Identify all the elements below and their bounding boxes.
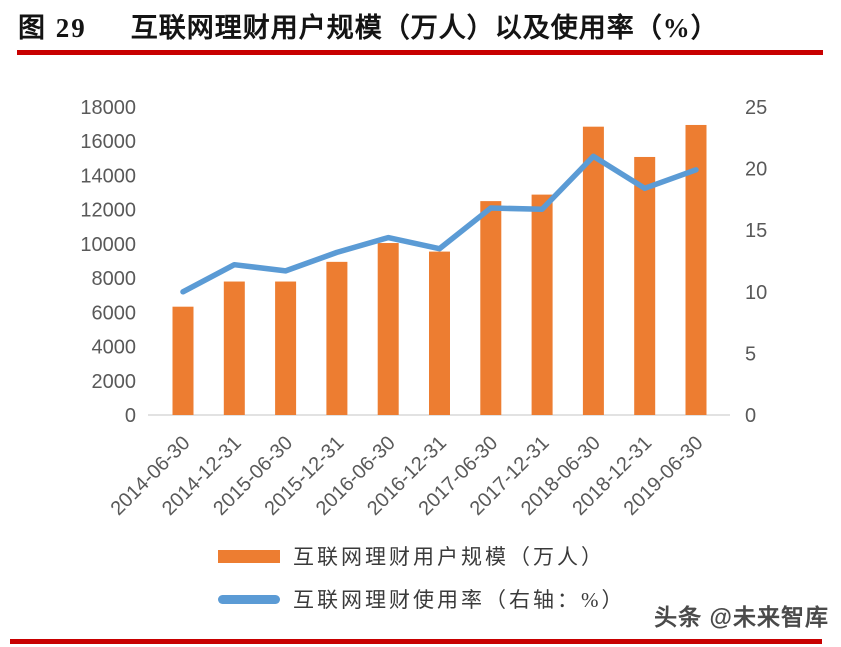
bar-2015-12-31 [326, 261, 348, 415]
bar-2014-06-30 [172, 306, 194, 415]
figure-number-label: 图 29 [18, 13, 87, 43]
right-axis-tick-5: 5 [745, 343, 756, 365]
left-axis-tick-10000: 10000 [80, 234, 136, 256]
bar-2016-06-30 [377, 243, 399, 415]
title-underline-rule [17, 50, 823, 55]
bar-series-swatch-icon [218, 549, 280, 563]
left-axis-tick-0: 0 [125, 405, 136, 427]
left-axis-tick-12000: 12000 [80, 200, 136, 222]
usage-rate-line [180, 153, 699, 295]
figure-header: 图 29 互联网理财用户规模（万人）以及使用率（%） [18, 6, 823, 45]
legend-label-usage-rate: 互联网理财使用率（右轴：%） [293, 588, 626, 612]
bottom-rule [10, 639, 822, 644]
bar-2017-06-30 [480, 201, 502, 415]
right-axis-tick-0: 0 [745, 405, 756, 427]
left-axis-tick-8000: 8000 [92, 268, 137, 290]
line-series-swatch-icon [218, 594, 280, 604]
chart-legend: 互联网理财用户规模（万人） 互联网理财使用率（右轴：%） [218, 541, 626, 614]
watermark: 头条 @未来智库 [654, 604, 829, 630]
legend-item-user-scale: 互联网理财用户规模（万人） [218, 541, 626, 571]
legend-item-usage-rate: 互联网理财使用率（右轴：%） [218, 584, 626, 614]
bar-2019-06-30 [685, 124, 707, 415]
left-axis-tick-6000: 6000 [92, 302, 137, 324]
bar-2015-06-30 [275, 281, 297, 415]
right-axis-tick-25: 25 [745, 97, 767, 119]
bar-2016-12-31 [429, 251, 450, 415]
legend-label-user-scale: 互联网理财用户规模（万人） [293, 545, 605, 569]
left-axis-tick-2000: 2000 [92, 371, 137, 393]
bar-2017-12-31 [531, 194, 553, 415]
right-axis-tick-15: 15 [745, 220, 767, 242]
bar-2018-12-31 [634, 156, 656, 415]
right-axis-tick-10: 10 [745, 282, 767, 304]
left-axis-tick-14000: 14000 [80, 165, 136, 187]
left-axis-tick-4000: 4000 [92, 337, 137, 359]
bar-2014-12-31 [223, 281, 245, 415]
figure-title: 互联网理财用户规模（万人）以及使用率（%） [130, 13, 719, 43]
left-axis-tick-18000: 18000 [80, 97, 136, 119]
right-axis-tick-20: 20 [745, 159, 767, 181]
left-axis-tick-16000: 16000 [80, 131, 136, 153]
bar-2018-06-30 [582, 126, 604, 415]
